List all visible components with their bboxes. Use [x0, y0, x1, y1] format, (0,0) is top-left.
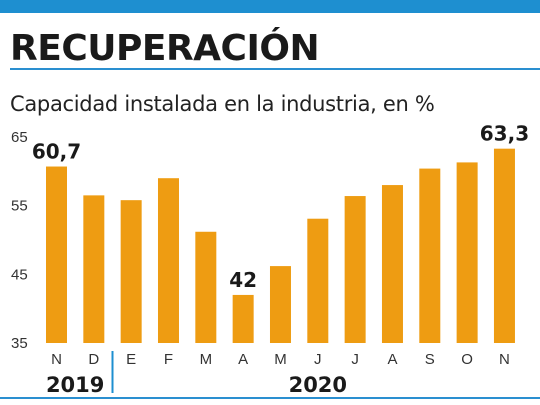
x-tick-label: M	[200, 351, 213, 368]
bar	[46, 166, 67, 343]
x-tick-label: N	[51, 351, 62, 368]
bar	[381, 185, 403, 343]
bar	[269, 266, 291, 343]
bar	[344, 196, 366, 343]
x-tick-label: F	[164, 351, 173, 368]
y-tick-label: 55	[11, 198, 28, 215]
bar	[493, 148, 515, 343]
x-tick-label: A	[238, 351, 248, 368]
x-tick-label: J	[314, 351, 322, 368]
chart-title: RECUPERACIÓN	[10, 28, 320, 69]
bottom-divider	[0, 397, 540, 399]
x-tick-label: O	[461, 351, 473, 368]
x-tick-label: E	[126, 351, 136, 368]
x-tick-label: A	[387, 351, 397, 368]
x-tick-label: D	[88, 351, 99, 368]
bar	[83, 195, 105, 343]
bar	[307, 218, 329, 343]
x-tick-label: M	[274, 351, 287, 368]
year-label: 2020	[289, 373, 347, 397]
bar	[232, 294, 254, 343]
y-tick-label: 45	[11, 266, 28, 283]
bar	[157, 178, 179, 343]
chart-subtitle: Capacidad instalada en la industria, en …	[10, 92, 435, 116]
top-accent-bar	[0, 0, 540, 13]
y-tick-label: 65	[11, 129, 28, 146]
bar	[419, 168, 441, 343]
x-tick-label: N	[499, 351, 510, 368]
bar	[120, 200, 142, 343]
bar	[195, 231, 217, 343]
year-label: 2019	[46, 373, 104, 397]
x-tick-label: J	[351, 351, 359, 368]
y-tick-label: 35	[11, 335, 28, 352]
x-tick-label: S	[425, 351, 435, 368]
title-divider	[10, 68, 540, 70]
data-label: 60,7	[32, 140, 81, 164]
data-label: 63,3	[480, 122, 529, 146]
bar	[456, 162, 478, 343]
data-label: 42	[229, 268, 257, 292]
